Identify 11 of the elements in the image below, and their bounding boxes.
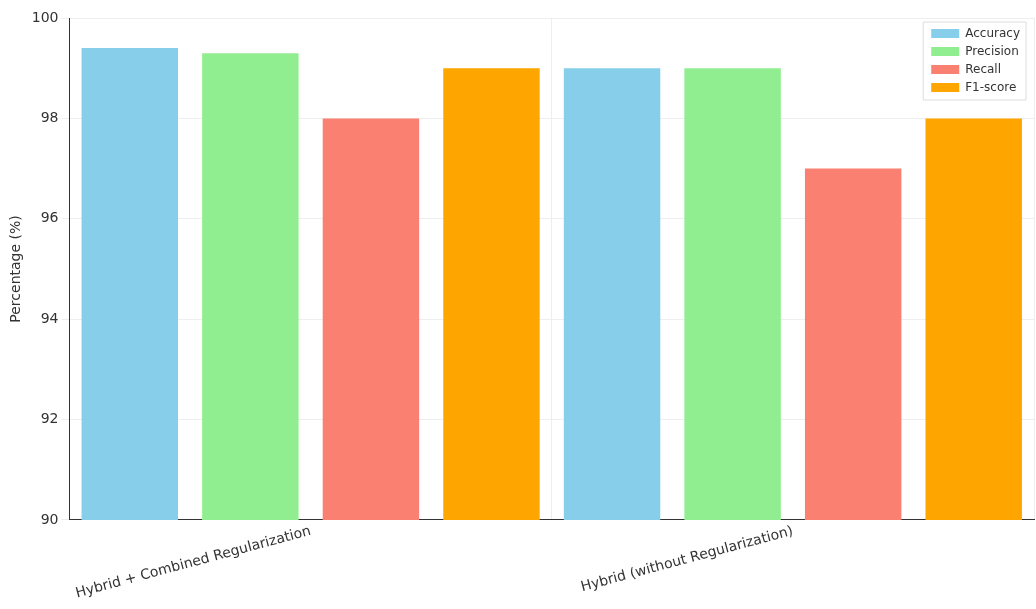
y-tick-label: 98 (40, 109, 59, 126)
legend-label: F1-score (965, 80, 1017, 95)
legend-label: Precision (965, 44, 1019, 59)
y-tick-label: 90 (40, 510, 59, 527)
y-tick-label: 92 (40, 410, 59, 427)
y-tick-label: 94 (40, 309, 59, 326)
legend-label: Accuracy (965, 26, 1021, 41)
legend-label: Recall (965, 62, 1002, 77)
y-axis-title: Percentage (%) (7, 215, 24, 323)
y-tick-label: 96 (40, 209, 59, 226)
y-tick-label: 100 (31, 8, 59, 25)
